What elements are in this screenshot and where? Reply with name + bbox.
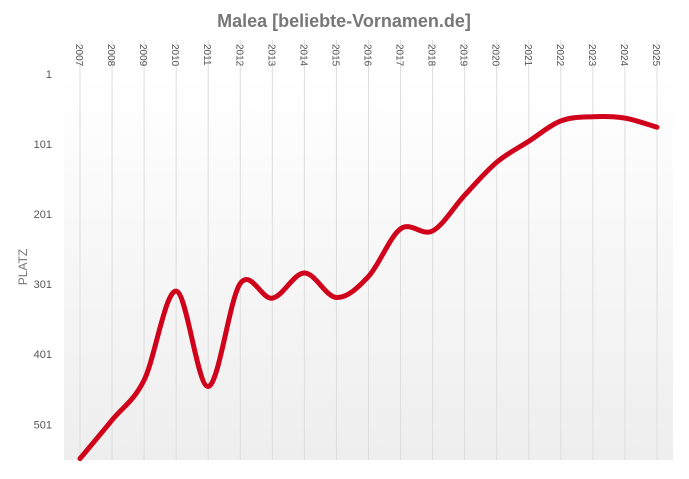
x-tick-label: 2016 xyxy=(362,44,373,67)
x-tick-label: 2015 xyxy=(329,44,340,67)
y-axis-label: PLATZ xyxy=(16,249,30,285)
series-line xyxy=(77,114,660,462)
y-tick-label: 501 xyxy=(34,419,52,431)
x-tick-label: 2014 xyxy=(297,44,308,67)
x-tick-label: 2013 xyxy=(265,44,276,67)
y-tick-label: 201 xyxy=(34,209,52,221)
x-tick-label: 2019 xyxy=(458,44,469,67)
y-tick-label: 301 xyxy=(34,279,52,291)
x-tick-label: 2020 xyxy=(490,44,501,67)
y-tick-label: 1 xyxy=(46,69,52,81)
x-tick-label: 2009 xyxy=(137,44,148,67)
x-tick-label: 2012 xyxy=(233,44,244,67)
x-tick-label: 2021 xyxy=(522,44,533,67)
y-tick-label: 401 xyxy=(34,349,52,361)
chart-title: Malea [beliebte-Vornamen.de] xyxy=(217,11,471,31)
x-tick-label: 2007 xyxy=(73,44,84,67)
x-tick-label: 2023 xyxy=(586,44,597,67)
y-tick-label: 101 xyxy=(34,139,52,151)
x-tick-label: 2018 xyxy=(426,44,437,67)
x-tick-label: 2025 xyxy=(650,44,661,67)
x-tick-label: 2017 xyxy=(394,44,405,67)
x-tick-label: 2011 xyxy=(201,44,212,66)
x-tick-label: 2008 xyxy=(105,44,116,67)
x-tick-label: 2010 xyxy=(169,44,180,67)
x-tick-label: 2024 xyxy=(618,44,629,67)
x-tick-label: 2022 xyxy=(554,44,565,67)
